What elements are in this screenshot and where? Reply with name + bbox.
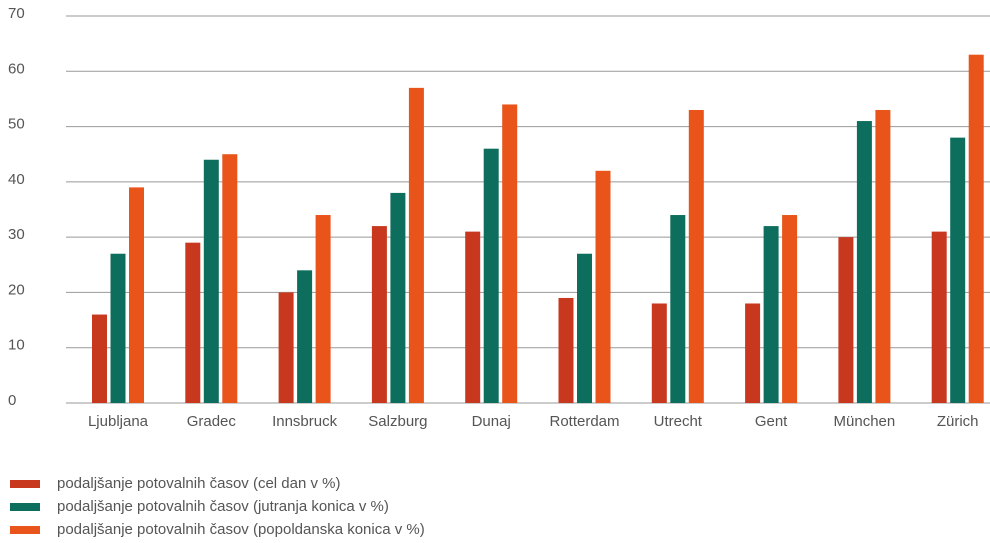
- bar: [222, 154, 238, 403]
- bar: [92, 314, 107, 403]
- bar: [856, 121, 872, 404]
- bar: [483, 148, 499, 403]
- bar: [203, 159, 219, 403]
- x-tick-label: Utrecht: [654, 413, 703, 430]
- y-tick-label: 30: [8, 226, 25, 243]
- y-tick-label: 20: [8, 281, 25, 298]
- bar: [838, 237, 854, 403]
- legend-label: podaljšanje potovalnih časov (jutranja k…: [57, 498, 389, 515]
- bar: [651, 303, 667, 403]
- x-tick-label: Rotterdam: [549, 413, 619, 430]
- x-tick-label: Salzburg: [368, 413, 427, 430]
- bar: [950, 137, 966, 403]
- y-tick-label: 0: [8, 392, 16, 409]
- y-tick-label: 70: [8, 5, 25, 22]
- bar: [745, 303, 761, 403]
- y-tick-label: 40: [8, 171, 25, 188]
- bar: [577, 253, 592, 403]
- bar: [129, 187, 144, 403]
- bar: [782, 215, 798, 403]
- legend-label: podaljšanje potovalnih časov (popoldansk…: [57, 521, 425, 538]
- x-tick-label: Ljubljana: [88, 413, 149, 430]
- bar: [185, 242, 201, 403]
- legend-swatch: [10, 480, 40, 488]
- bar: [315, 215, 331, 403]
- bar: [558, 297, 574, 403]
- legend-label: podaljšanje potovalnih časov (cel dan v …: [57, 475, 341, 492]
- bar: [408, 87, 424, 403]
- bar: [297, 270, 313, 403]
- x-tick-label: Zürich: [937, 413, 979, 430]
- bar: [278, 292, 294, 403]
- y-tick-label: 60: [8, 60, 25, 77]
- y-tick-label: 10: [8, 337, 25, 354]
- bar: [595, 170, 611, 403]
- bar: [670, 215, 686, 403]
- x-tick-label: Dunaj: [472, 413, 511, 430]
- bar: [390, 192, 406, 403]
- bar: [968, 54, 984, 403]
- bar: [875, 109, 891, 403]
- bar: [110, 253, 126, 403]
- bar: [931, 231, 947, 403]
- bar: [763, 226, 779, 403]
- bar: [688, 109, 704, 403]
- bar: [465, 231, 481, 403]
- x-tick-label: Innsbruck: [272, 413, 338, 430]
- legend-swatch: [10, 503, 40, 511]
- x-tick-label: Gradec: [187, 413, 237, 430]
- bar: [502, 104, 518, 403]
- y-tick-label: 50: [8, 116, 25, 133]
- x-tick-label: Gent: [755, 413, 788, 430]
- x-tick-label: München: [834, 413, 896, 430]
- bar: [371, 226, 387, 403]
- legend-swatch: [10, 526, 40, 534]
